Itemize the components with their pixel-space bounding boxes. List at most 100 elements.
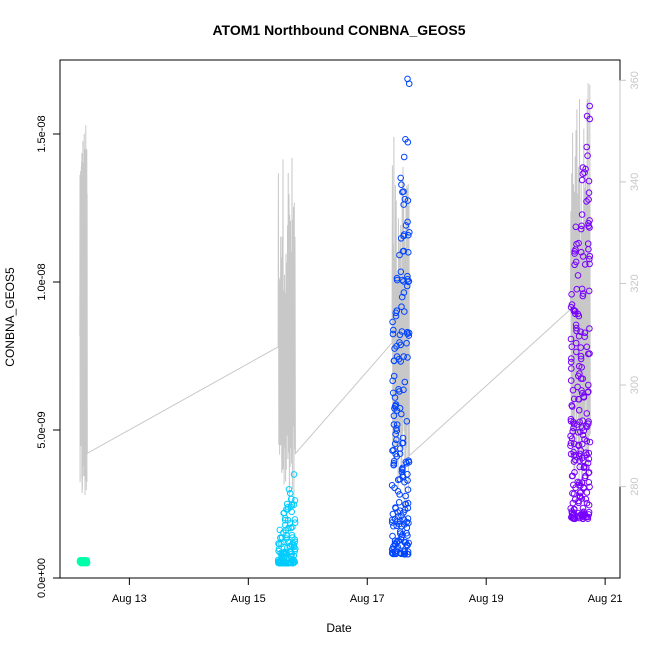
data-point [567,335,575,343]
data-point [578,176,586,184]
data-point [578,387,585,394]
data-point [403,282,411,290]
data-point [291,516,299,523]
data-point [575,481,583,489]
data-point [404,197,412,204]
data-point [586,252,594,260]
data-point [585,420,592,428]
data-point [585,177,593,185]
data-point [289,523,296,531]
data-point [404,218,411,226]
data-point [570,424,577,432]
y2-tick-label: 300 [629,376,641,394]
data-point [403,339,410,347]
series-flight-1 [76,557,91,567]
data-point [404,330,411,338]
data-point [569,515,577,522]
data-point [396,445,404,452]
data-point [579,170,587,178]
x-tick-label: Aug 15 [231,593,266,605]
series-flight-2 [274,471,299,567]
data-point [577,328,584,336]
data-point [390,522,397,530]
data-point [277,534,284,542]
data-point [389,377,397,385]
data-point [396,251,403,259]
data-point [583,423,591,431]
data-point [570,420,578,428]
data-point [572,223,580,231]
data-point [571,250,578,257]
data-point [281,516,289,524]
x-tick-label: Aug 13 [112,593,147,605]
data-point [390,357,398,365]
data-point [575,509,582,517]
x-axis: Aug 13 Aug 15 Aug 17 Aug 19 Aug 21 [112,577,623,605]
data-point [280,529,287,536]
y2-tick-label: 280 [629,477,641,495]
data-point [282,549,290,557]
data-point [584,240,592,247]
data-point [586,325,593,332]
data-point [579,292,587,300]
data-point [585,222,592,230]
data-point [581,261,589,268]
data-point [576,463,584,471]
y2-tick-label: 340 [629,173,641,191]
data-point [394,476,402,484]
data-point [405,458,413,466]
data-point [585,501,593,509]
data-point [400,153,408,161]
data-point [391,484,398,492]
data-point [290,552,298,559]
data-point [390,326,397,334]
data-point [568,291,575,298]
data-point [405,332,413,339]
y-tick-label: 5.0e-09 [36,411,48,448]
data-point [396,331,404,339]
data-point [290,471,298,478]
data-point [585,479,593,486]
data-point [400,386,407,394]
data-point [586,224,593,231]
data-point [399,439,406,447]
data-point [390,372,398,380]
data-point [285,486,293,493]
data-point [405,249,412,256]
data-point [568,355,575,362]
data-point [395,386,402,393]
data-point [572,456,579,464]
data-point [275,545,283,553]
data-point [585,196,592,203]
data-point [583,112,591,120]
data-point [567,505,575,512]
data-point [400,247,408,255]
data-point [398,293,406,301]
data-point [575,497,582,505]
data-point [404,470,411,478]
data-point [586,260,593,268]
data-point [569,403,576,410]
data-point [403,524,411,532]
data-point [583,143,591,151]
x-tick-label: Aug 19 [469,593,504,605]
data-point [583,451,591,459]
data-point [576,450,584,458]
data-point [586,255,593,263]
data-point [581,329,589,337]
data-point [402,136,409,143]
data-point [291,547,299,555]
data-point [585,219,592,227]
data-point [397,530,404,537]
data-point [574,383,581,391]
data-point [578,285,586,293]
data-point [276,541,283,548]
data-point [573,327,580,335]
data-point [391,440,399,448]
data-point [397,174,405,182]
data-point [573,240,580,248]
series-flight-3 [388,75,413,558]
data-point [389,389,397,397]
secondary-series-line [79,83,591,512]
data-point [569,428,577,435]
